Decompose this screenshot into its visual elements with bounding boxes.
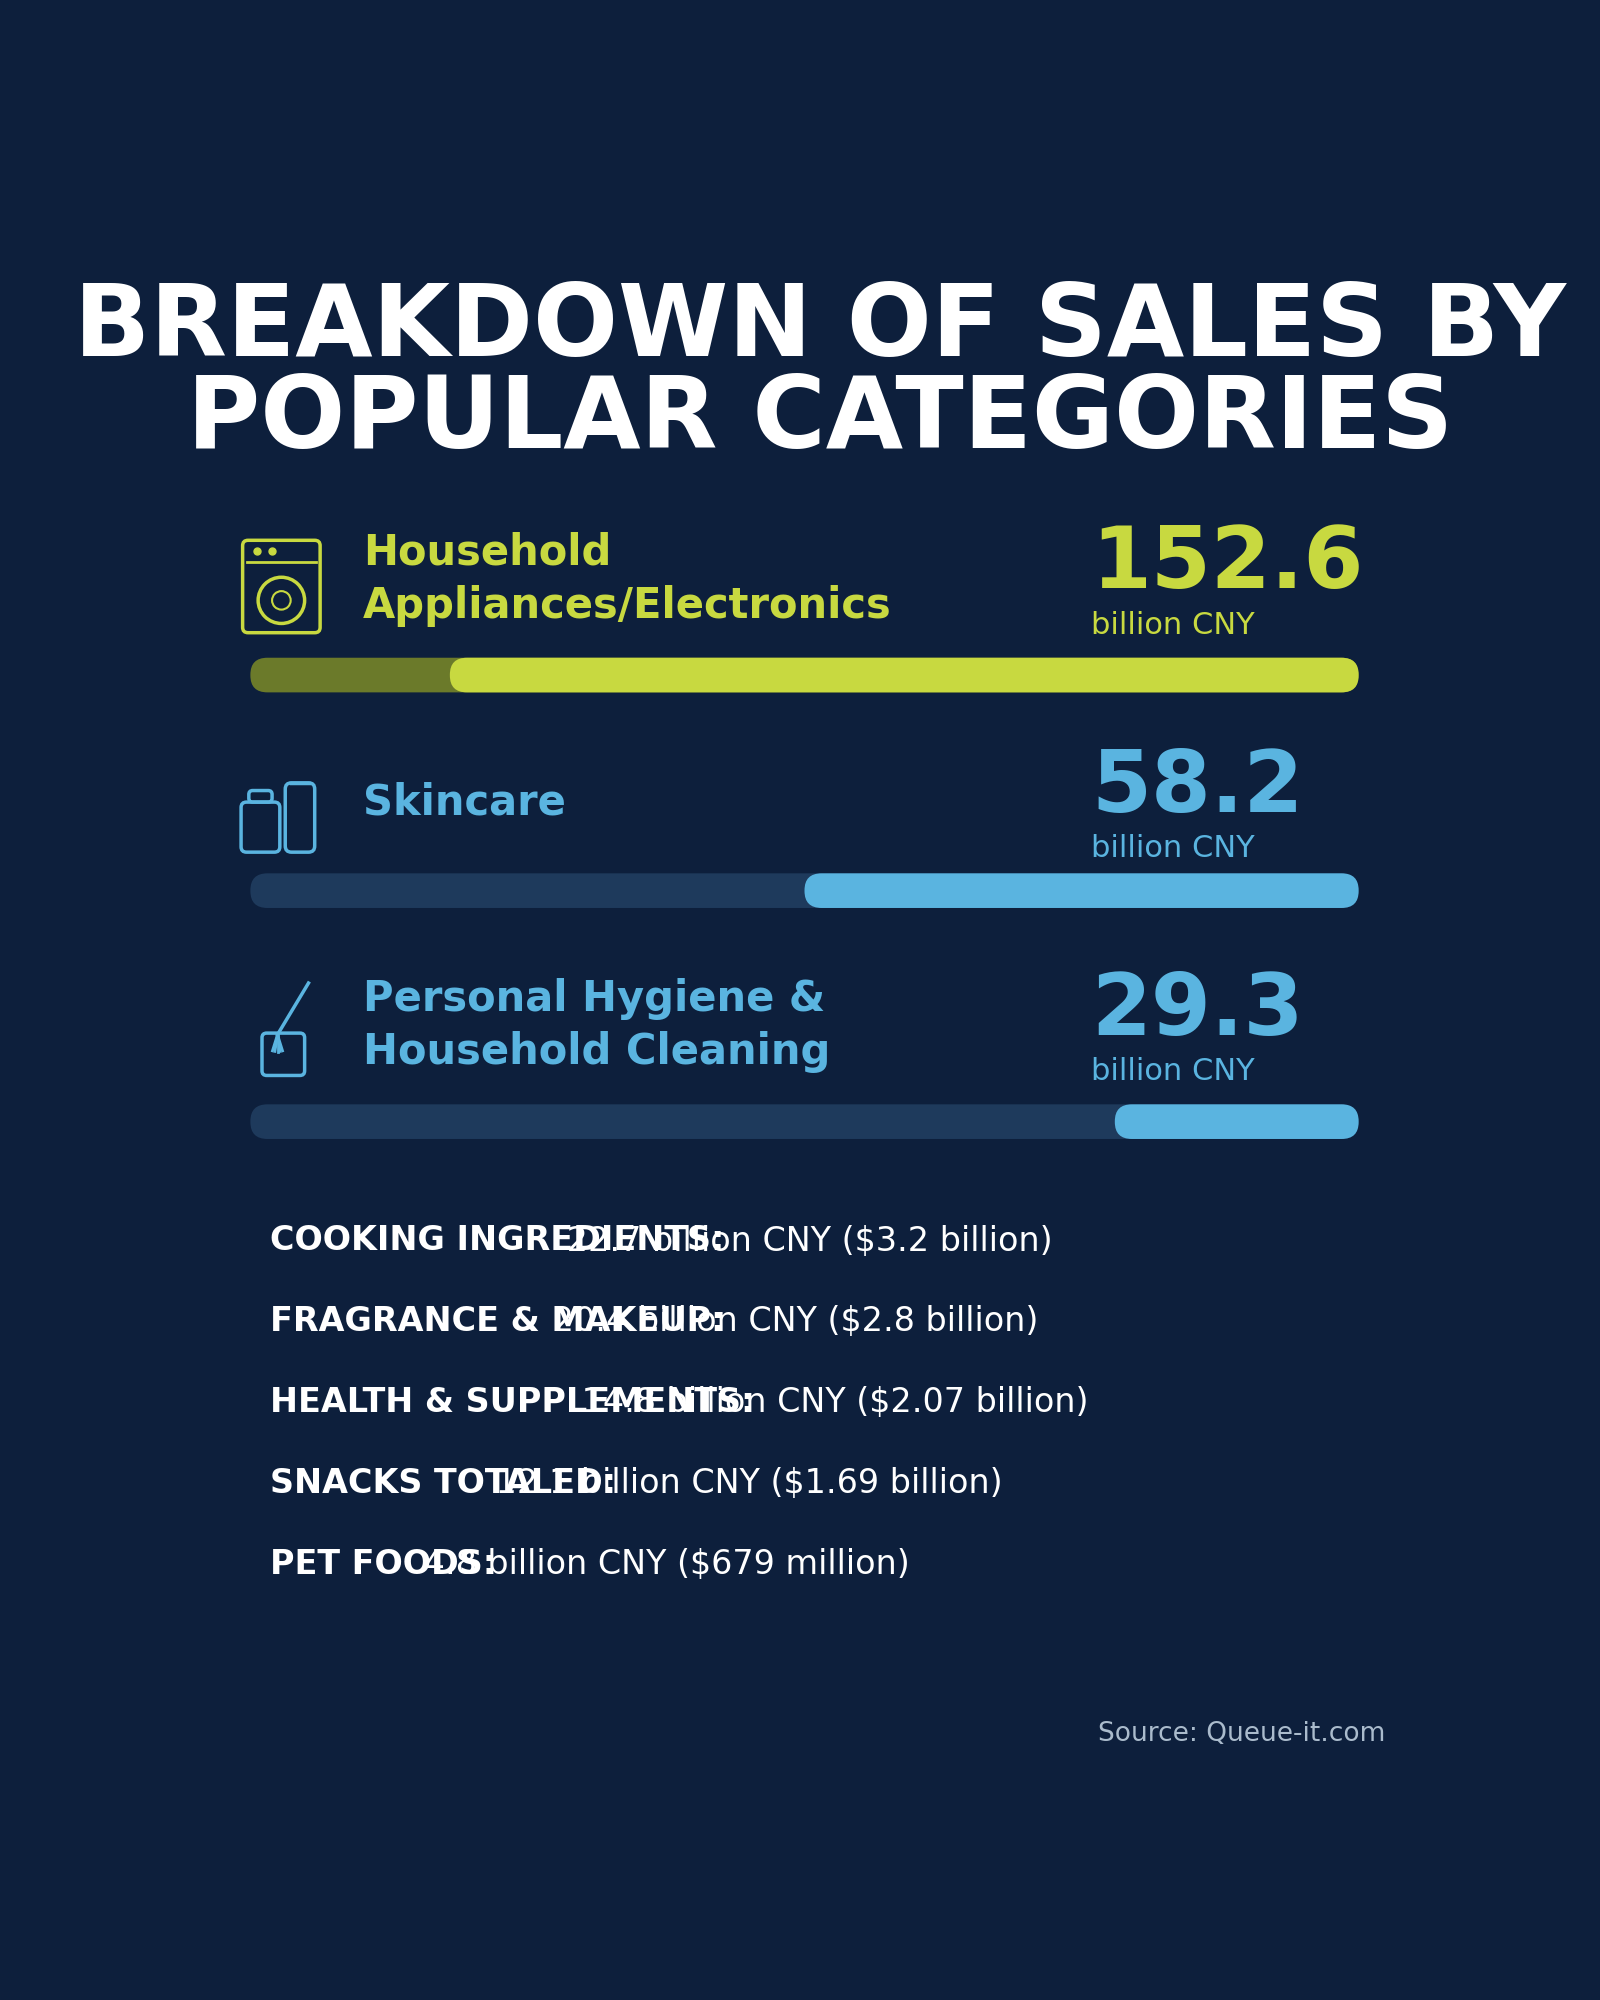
Text: Source: Queue-it.com: Source: Queue-it.com xyxy=(1098,1720,1386,1746)
Text: BREAKDOWN OF SALES BY: BREAKDOWN OF SALES BY xyxy=(74,280,1566,378)
Text: 4.8 billion CNY ($679 million): 4.8 billion CNY ($679 million) xyxy=(413,1548,910,1580)
Text: POPULAR CATEGORIES: POPULAR CATEGORIES xyxy=(187,372,1453,470)
Text: HEALTH & SUPPLEMENTS:: HEALTH & SUPPLEMENTS: xyxy=(270,1386,754,1420)
Text: 152.6: 152.6 xyxy=(1091,524,1363,606)
Text: 22.7 billion CNY ($3.2 billion): 22.7 billion CNY ($3.2 billion) xyxy=(557,1224,1053,1258)
FancyBboxPatch shape xyxy=(250,874,1358,908)
Text: Skincare: Skincare xyxy=(363,782,566,824)
Text: SNACKS TOTALED:: SNACKS TOTALED: xyxy=(270,1468,616,1500)
Text: billion CNY: billion CNY xyxy=(1091,834,1254,862)
Text: Personal Hygiene &
Household Cleaning: Personal Hygiene & Household Cleaning xyxy=(363,978,830,1074)
Text: billion CNY: billion CNY xyxy=(1091,610,1254,640)
Text: 14.8 billion CNY ($2.07 billion): 14.8 billion CNY ($2.07 billion) xyxy=(571,1386,1088,1420)
Text: COOKING INGREDIENTS:: COOKING INGREDIENTS: xyxy=(270,1224,725,1258)
Text: 12.1 billion CNY ($1.69 billion): 12.1 billion CNY ($1.69 billion) xyxy=(485,1468,1003,1500)
Text: 20.4 billion CNY ($2.8 billion): 20.4 billion CNY ($2.8 billion) xyxy=(542,1306,1038,1338)
Text: 29.3: 29.3 xyxy=(1091,970,1304,1054)
FancyBboxPatch shape xyxy=(1115,1104,1358,1138)
FancyBboxPatch shape xyxy=(805,874,1358,908)
Text: Household
Appliances/Electronics: Household Appliances/Electronics xyxy=(363,532,891,626)
FancyBboxPatch shape xyxy=(450,658,1358,692)
FancyBboxPatch shape xyxy=(250,658,1358,692)
Text: PET FOODS:: PET FOODS: xyxy=(270,1548,496,1580)
FancyBboxPatch shape xyxy=(250,1104,1358,1138)
Text: billion CNY: billion CNY xyxy=(1091,1058,1254,1086)
Text: 58.2: 58.2 xyxy=(1091,746,1304,830)
Text: FRAGRANCE & MAKEUP:: FRAGRANCE & MAKEUP: xyxy=(270,1306,725,1338)
